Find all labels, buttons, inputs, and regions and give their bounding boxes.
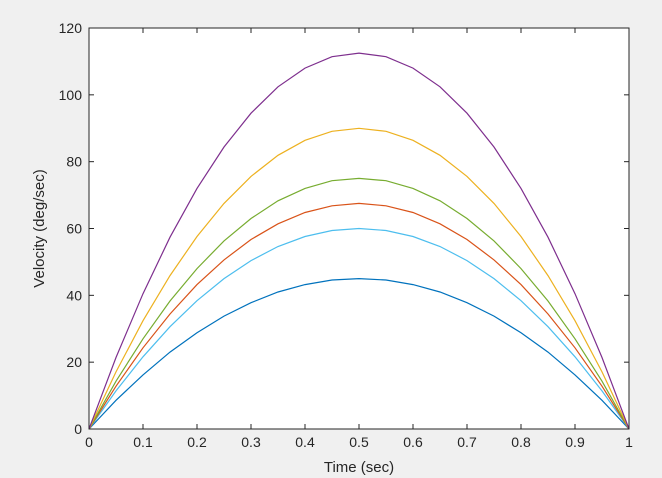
tick-layer: 0 0.1 0.2 0.3 0.4 0.5 0.6 0.7 0.8 0.9 1 0 20 40 60 80 10… — [59, 20, 633, 450]
y-tick-label: 100 — [59, 87, 83, 103]
x-tick-label: 0.4 — [295, 434, 315, 450]
x-tick-label: 1 — [625, 434, 633, 450]
y-tick-label: 60 — [66, 221, 82, 237]
series-line-4 — [88, 177, 630, 430]
series-line-2 — [88, 227, 630, 430]
x-tick-label: 0.9 — [565, 434, 585, 450]
x-tick-label: 0.2 — [187, 434, 207, 450]
series-layer — [88, 52, 630, 430]
y-tick-label: 80 — [66, 154, 82, 170]
series-line-1 — [88, 277, 630, 430]
x-tick-label: 0.3 — [241, 434, 261, 450]
x-tick-label: 0.5 — [349, 434, 369, 450]
x-tick-label: 0.1 — [133, 434, 153, 450]
x-tick-label: 0.6 — [403, 434, 423, 450]
x-tick-label: 0.7 — [457, 434, 477, 450]
series-line-3 — [88, 202, 630, 430]
series-line-5 — [88, 127, 630, 430]
y-tick-label: 40 — [66, 287, 82, 303]
x-tick-label: 0 — [85, 434, 93, 450]
y-tick-label: 20 — [66, 354, 82, 370]
x-tick-label: 0.8 — [511, 434, 531, 450]
x-axis-title: Time (sec) — [324, 459, 394, 476]
y-tick-label: 120 — [59, 20, 83, 36]
series-line-6 — [88, 52, 630, 430]
y-axis-title: Velocity (deg/sec) — [31, 169, 48, 287]
y-tick-label: 0 — [74, 421, 82, 437]
